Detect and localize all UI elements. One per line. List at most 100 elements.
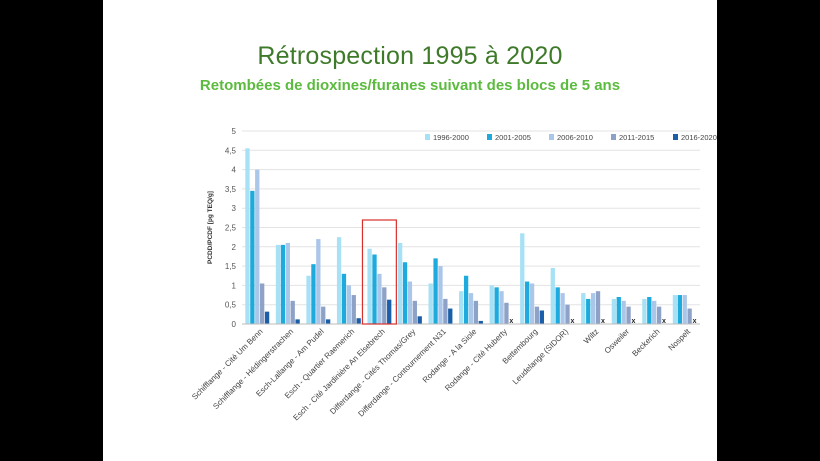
bar xyxy=(433,258,438,324)
bar xyxy=(468,293,474,324)
missing-marker: x xyxy=(632,318,636,325)
y-tick-label: 4 xyxy=(232,166,237,175)
y-tick-label: 3 xyxy=(232,204,237,213)
bar xyxy=(478,320,483,324)
bar xyxy=(264,311,270,324)
highlight-rect xyxy=(361,219,397,325)
bar xyxy=(682,295,687,324)
bar xyxy=(245,148,250,324)
bar xyxy=(443,298,448,324)
bar xyxy=(321,306,326,324)
bar xyxy=(260,283,265,324)
bar xyxy=(647,296,652,324)
bar xyxy=(397,242,403,324)
bar xyxy=(489,285,494,324)
bar xyxy=(377,273,382,324)
bar xyxy=(590,293,596,324)
bar xyxy=(382,287,387,324)
bar xyxy=(652,300,657,324)
bar xyxy=(565,304,570,324)
y-tick-label: 1 xyxy=(232,281,237,290)
bar xyxy=(687,308,692,324)
legend-label: 2011-2015 xyxy=(619,133,654,142)
bar xyxy=(372,254,377,324)
bar xyxy=(525,281,530,324)
missing-marker: x xyxy=(509,318,513,325)
bar xyxy=(306,275,311,324)
bar xyxy=(611,298,617,324)
missing-marker: x xyxy=(601,318,605,325)
bar xyxy=(351,295,356,324)
bar xyxy=(534,306,540,324)
bar xyxy=(581,293,586,324)
bar xyxy=(616,296,621,324)
bar xyxy=(325,319,331,324)
bar xyxy=(473,300,479,324)
bar xyxy=(626,306,631,324)
bar xyxy=(250,190,255,324)
legend-swatch xyxy=(611,134,616,140)
missing-marker: x xyxy=(570,318,574,325)
bar xyxy=(459,291,464,324)
bar xyxy=(448,308,453,324)
legend-swatch xyxy=(487,134,492,140)
missing-marker: x xyxy=(693,318,697,325)
bar xyxy=(539,310,545,324)
x-category-label: Wiltz xyxy=(582,327,601,346)
missing-marker: x xyxy=(662,318,666,325)
bar xyxy=(356,318,361,324)
y-tick-label: 5 xyxy=(232,127,237,136)
y-tick-label: 3,5 xyxy=(225,185,237,194)
bar xyxy=(550,268,555,324)
y-tick-label: 0 xyxy=(232,320,237,329)
slide-subtitle: Retombées de dioxines/furanes suivant de… xyxy=(199,77,621,94)
bar xyxy=(677,295,682,324)
bar xyxy=(621,300,626,324)
bar xyxy=(529,283,535,324)
bar xyxy=(280,244,286,324)
y-tick-label: 0,5 xyxy=(225,301,237,310)
bar xyxy=(417,316,422,324)
bar xyxy=(463,275,469,324)
bar xyxy=(367,248,372,324)
y-tick-label: 4,5 xyxy=(225,146,237,155)
bar xyxy=(560,293,565,324)
bar xyxy=(407,281,413,324)
y-tick-label: 2,5 xyxy=(225,224,237,233)
bar xyxy=(672,295,678,324)
bar xyxy=(412,300,417,324)
slide: Rétrospection 1995 à 2020 Retombées de d… xyxy=(103,0,717,461)
highlight-box xyxy=(361,219,397,325)
y-tick-label: 2 xyxy=(232,243,237,252)
slide-title: Rétrospection 1995 à 2020 xyxy=(257,42,563,70)
legend-label: 2016-2020 xyxy=(681,133,717,142)
bar xyxy=(499,291,504,324)
x-category-label: Osweiler xyxy=(603,327,632,356)
y-axis-label: PCDD/PCDF [pg TEQ/g] xyxy=(207,191,214,264)
legend-label: 2001-2005 xyxy=(495,133,531,142)
bar xyxy=(285,242,290,324)
bar xyxy=(555,287,560,324)
legend-label: 1996-2000 xyxy=(433,133,469,142)
bar xyxy=(295,319,300,324)
bar xyxy=(275,244,281,324)
x-category-label: Nospelt xyxy=(667,327,693,353)
bar xyxy=(311,264,316,324)
bar xyxy=(387,299,392,324)
bar xyxy=(316,239,321,324)
bar xyxy=(428,283,433,324)
bar xyxy=(656,306,662,324)
x-category-label: Rodange - A la Siole xyxy=(421,327,479,385)
legend-label: 2006-2010 xyxy=(557,133,593,142)
legend-swatch xyxy=(673,134,678,140)
bar xyxy=(341,273,347,324)
bar xyxy=(595,291,601,324)
legend: 1996-2000 2001-2005 2006-2010 2011-2015 2016… xyxy=(425,133,717,142)
y-axis: 0 0,5 1 1,5 2 2,5 3 3,5 4 4,5 5 PCDD/PCDF [pg TEQ/g… xyxy=(207,127,237,329)
bar xyxy=(520,233,525,324)
bar xyxy=(255,169,260,324)
bar xyxy=(642,298,647,324)
legend-swatch xyxy=(425,134,430,140)
